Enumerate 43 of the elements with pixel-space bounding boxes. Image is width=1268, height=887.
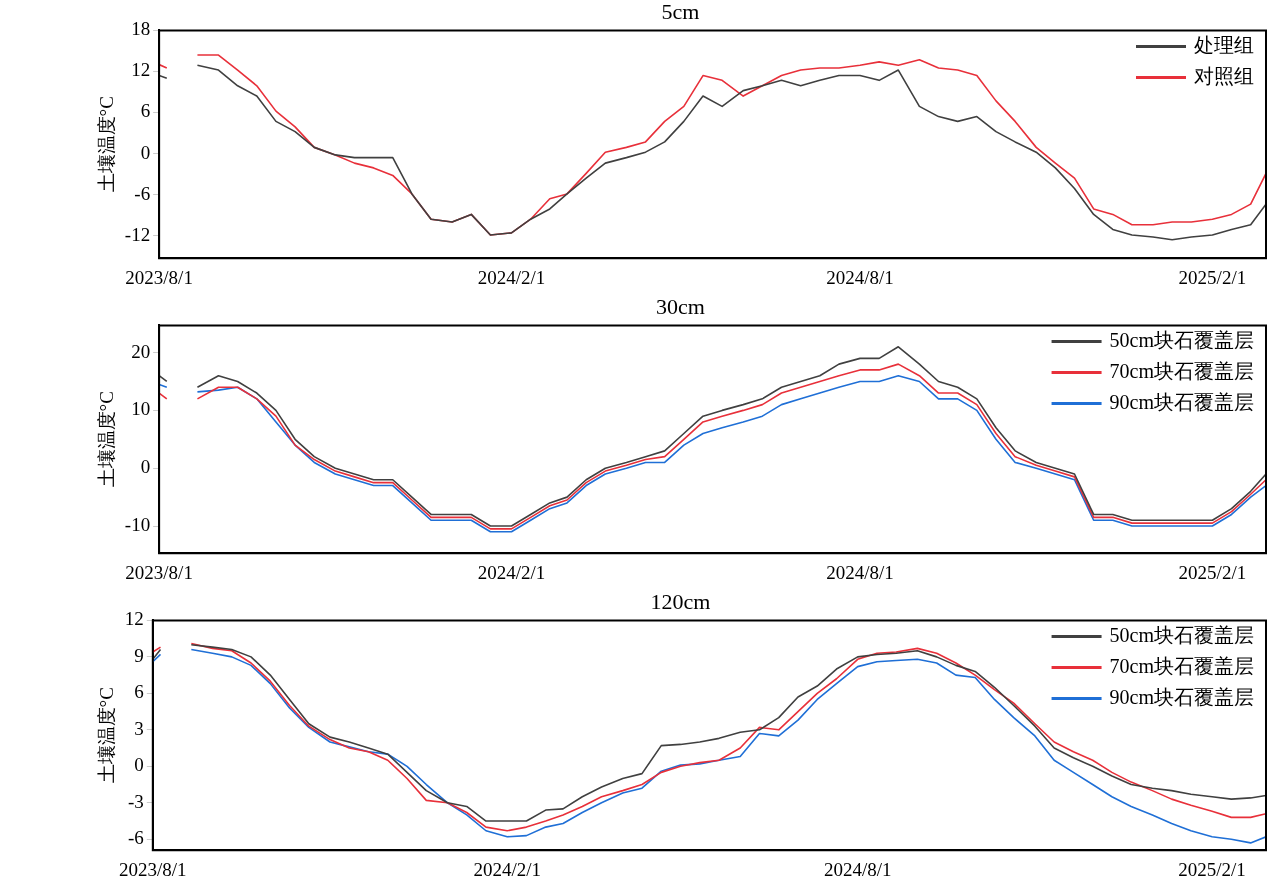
x-tick-label: 2024/2/1: [477, 561, 546, 583]
x-tick-label: 2023/8/1: [119, 858, 187, 880]
legend-label: 50cm块石覆盖层: [1109, 328, 1254, 351]
legend-label: 90cm块石覆盖层: [1109, 685, 1254, 708]
legend-label: 70cm块石覆盖层: [1109, 359, 1254, 382]
legend-label: 50cm块石覆盖层: [1109, 623, 1254, 646]
y-tick-label: 12: [131, 59, 151, 81]
y-tick-label: 10: [131, 398, 151, 420]
x-tick-label: 2023/8/1: [125, 266, 193, 288]
x-tick-label: 2025/2/1: [1178, 858, 1246, 880]
x-tick-label: 2024/8/1: [823, 858, 892, 880]
y-tick-label: 0: [140, 456, 151, 478]
y-tick-label: 3: [134, 717, 144, 739]
x-tick-label: 2024/8/1: [826, 266, 894, 288]
y-tick-label: 20: [131, 340, 151, 362]
x-tick-label: 2024/2/1: [477, 266, 546, 288]
legend-label: 90cm块石覆盖层: [1109, 390, 1254, 413]
y-tick-label: 6: [134, 681, 144, 703]
y-axis-title: 土壤温度°C: [96, 391, 118, 488]
y-tick-label: 0: [140, 141, 151, 163]
x-tick-label: 2025/2/1: [1178, 561, 1247, 583]
y-axis-title: 土壤温度°C: [96, 96, 118, 193]
y-tick-label: -12: [124, 223, 151, 245]
chart-title: 5cm: [661, 0, 700, 24]
y-axis-title: 土壤温度°C: [96, 687, 118, 784]
y-tick-label: -6: [134, 182, 151, 204]
y-tick-label: 6: [140, 100, 151, 122]
legend-label: 对照组: [1194, 64, 1254, 87]
y-tick-label: 9: [134, 644, 144, 666]
x-tick-label: 2023/8/1: [125, 561, 193, 583]
y-tick-label: -6: [127, 827, 144, 849]
chart-title: 120cm: [650, 588, 711, 614]
legend-label: 70cm块石覆盖层: [1109, 654, 1254, 677]
y-tick-label: 18: [131, 18, 151, 40]
x-tick-label: 2024/2/1: [473, 858, 541, 880]
legend-label: 处理组: [1194, 33, 1254, 56]
x-tick-label: 2025/2/1: [1178, 266, 1247, 288]
y-tick-label: 12: [124, 608, 144, 630]
y-tick-label: -10: [124, 514, 151, 536]
y-tick-label: -3: [127, 790, 144, 812]
x-tick-label: 2024/8/1: [826, 561, 894, 583]
y-tick-label: 0: [134, 754, 144, 776]
chart-title: 30cm: [656, 293, 705, 319]
